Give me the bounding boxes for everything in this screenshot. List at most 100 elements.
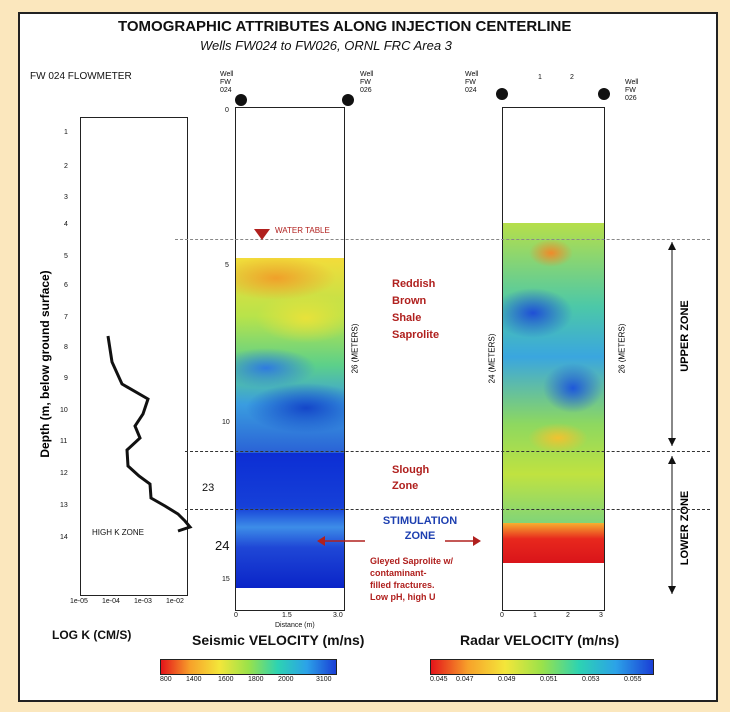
flowmeter-depth-tick: 4 xyxy=(64,221,68,228)
radar-scale-tick: 0.053 xyxy=(582,676,600,683)
stimulation-line: ZONE xyxy=(404,530,436,542)
radar-well-fw024-marker xyxy=(496,88,508,100)
zone-boundary-line xyxy=(185,451,710,452)
marker-23: 23 xyxy=(202,482,215,494)
flowmeter-depth-tick: 10 xyxy=(60,407,68,414)
seismic-scale-tick: 1800 xyxy=(248,676,264,683)
seismic-upper-band xyxy=(236,258,344,453)
stimulation-annotation: STIMULATION ZONE xyxy=(370,514,470,544)
radar-tomogram xyxy=(502,107,605,611)
seismic-left-tick: 10 xyxy=(222,419,230,426)
flowmeter-xlabel: LOG K (CM/S) xyxy=(52,628,132,642)
radar-x-tick: 0 xyxy=(500,612,504,619)
flowmeter-label: FW 024 FLOWMETER xyxy=(30,71,132,82)
radar-top-tick: 2 xyxy=(570,74,574,81)
stimulation-arrowhead-right xyxy=(473,536,481,546)
well-fw024-marker xyxy=(235,94,247,106)
flowmeter-curve xyxy=(106,335,193,533)
seismic-x-tick: 1.5 xyxy=(282,612,292,619)
flowmeter-depth-tick: 5 xyxy=(64,253,68,260)
seismic-scale-tick: 3100 xyxy=(316,676,332,683)
upper-zone-arrowhead-top xyxy=(668,242,676,250)
stimulation-arrowhead-left xyxy=(317,536,325,546)
flowmeter-depth-tick: 12 xyxy=(60,470,68,477)
seismic-well-left-label: Well FW 024 xyxy=(220,71,234,94)
seismic-left-tick: 15 xyxy=(222,576,230,583)
flowmeter-depth-tick: 8 xyxy=(64,344,68,351)
flowmeter-depth-tick: 11 xyxy=(60,438,68,445)
seismic-left-tick: 5 xyxy=(225,262,229,269)
shale-line: Shale xyxy=(392,312,422,324)
gleyed-line: Gleyed Saprolite w/ xyxy=(370,556,454,566)
radar-title: Radar VELOCITY (m/ns) xyxy=(460,632,620,648)
high-k-zone-label: HIGH K ZONE xyxy=(92,528,145,537)
marker-24: 24 xyxy=(215,538,230,553)
seismic-lower-band xyxy=(236,453,344,588)
radar-scale-tick: 0.047 xyxy=(456,676,474,683)
radar-red-band xyxy=(503,523,604,563)
radar-colorbar xyxy=(430,659,654,675)
seismic-xlabel: Distance (m) xyxy=(275,622,315,629)
seismic-tomogram xyxy=(235,107,345,611)
radar-well-right-label: Well FW 026 xyxy=(625,79,639,102)
slough-line: Slough xyxy=(392,464,430,476)
overlay-graphics xyxy=(106,88,676,594)
radar-scale-tick: 0.055 xyxy=(624,676,642,683)
flowmeter-depth-tick: 2 xyxy=(64,163,68,170)
seismic-colorbar xyxy=(160,659,337,675)
flowmeter-depth-tick: 9 xyxy=(64,375,68,382)
upper-zone-arrowhead-bottom xyxy=(668,438,676,446)
seismic-scale-tick: 1400 xyxy=(186,676,202,683)
slough-line: Zone xyxy=(392,480,419,492)
flowmeter-x-tick: 1e-02 xyxy=(166,598,184,605)
lower-zone-arrowhead-top xyxy=(668,456,676,464)
shale-line: Saprolite xyxy=(392,329,440,341)
radar-x-tick: 3 xyxy=(599,612,603,619)
radar-top-tick: 1 xyxy=(538,74,542,81)
gleyed-line: contaminant- xyxy=(370,568,427,578)
flowmeter-plot xyxy=(80,117,188,596)
seismic-scale-tick: 2000 xyxy=(278,676,294,683)
seismic-title: Seismic VELOCITY (m/ns) xyxy=(192,632,365,648)
seismic-well-right-label: Well FW 026 xyxy=(360,71,374,94)
seismic-scale-tick: 800 xyxy=(160,676,172,683)
radar-x-tick: 2 xyxy=(566,612,570,619)
flowmeter-depth-tick: 6 xyxy=(64,282,68,289)
shale-annotation: Reddish Brown Shale Saprolite xyxy=(392,276,439,344)
figure-panel: TOMOGRAPHIC ATTRIBUTES ALONG INJECTION C… xyxy=(18,12,718,702)
shale-line: Brown xyxy=(392,295,427,307)
radar-well-fw026-marker xyxy=(598,88,610,100)
flowmeter-depth-tick: 7 xyxy=(64,314,68,321)
flowmeter-depth-tick: 14 xyxy=(60,534,68,541)
flowmeter-x-tick: 1e-03 xyxy=(134,598,152,605)
stimulation-line: STIMULATION xyxy=(382,515,458,527)
water-table-line xyxy=(175,239,710,240)
gleyed-line: Low pH, high U xyxy=(370,592,436,602)
well-fw026-marker xyxy=(342,94,354,106)
water-table-label: WATER TABLE xyxy=(275,226,330,235)
flowmeter-x-tick: 1e-04 xyxy=(102,598,120,605)
figure-subtitle: Wells FW024 to FW026, ORNL FRC Area 3 xyxy=(200,38,452,53)
figure-title: TOMOGRAPHIC ATTRIBUTES ALONG INJECTION C… xyxy=(118,18,572,35)
seismic-left-tick: 0 xyxy=(225,107,229,114)
radar-band xyxy=(503,223,604,558)
stimulation-top-line xyxy=(185,509,710,510)
radar-scale-tick: 0.045 xyxy=(430,676,448,683)
flowmeter-x-tick: 1e-05 xyxy=(70,598,88,605)
seismic-x-tick: 3.0 xyxy=(333,612,343,619)
flowmeter-depth-tick: 3 xyxy=(64,194,68,201)
flowmeter-depth-tick: 1 xyxy=(64,129,68,136)
water-table-triangle xyxy=(254,229,270,240)
lower-zone-arrowhead-bottom xyxy=(668,586,676,594)
gleyed-line: filled fractures. xyxy=(370,580,435,590)
flowmeter-depth-tick: 13 xyxy=(60,502,68,509)
shale-line: Reddish xyxy=(392,278,436,290)
seismic-scale-tick: 1600 xyxy=(218,676,234,683)
radar-well-left-label: Well FW 024 xyxy=(465,71,479,94)
slough-annotation: Slough Zone xyxy=(392,462,429,494)
gleyed-annotation: Gleyed Saprolite w/ contaminant- filled … xyxy=(370,555,453,603)
seismic-x-tick: 0 xyxy=(234,612,238,619)
radar-x-tick: 1 xyxy=(533,612,537,619)
radar-scale-tick: 0.051 xyxy=(540,676,558,683)
radar-scale-tick: 0.049 xyxy=(498,676,516,683)
